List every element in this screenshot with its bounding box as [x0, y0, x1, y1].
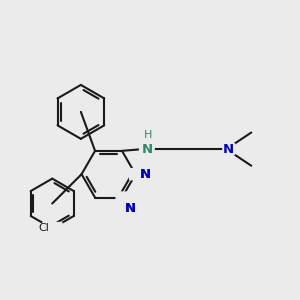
- Text: N: N: [140, 168, 151, 181]
- Text: N: N: [125, 202, 136, 215]
- FancyBboxPatch shape: [130, 169, 141, 180]
- Text: N: N: [125, 202, 136, 215]
- FancyBboxPatch shape: [140, 143, 154, 155]
- FancyBboxPatch shape: [43, 223, 62, 234]
- Text: N: N: [141, 142, 152, 156]
- Text: Cl: Cl: [39, 224, 50, 233]
- Text: N: N: [140, 168, 151, 181]
- Text: N: N: [223, 142, 234, 156]
- FancyBboxPatch shape: [116, 192, 128, 203]
- FancyBboxPatch shape: [223, 144, 235, 154]
- Text: H: H: [143, 130, 152, 140]
